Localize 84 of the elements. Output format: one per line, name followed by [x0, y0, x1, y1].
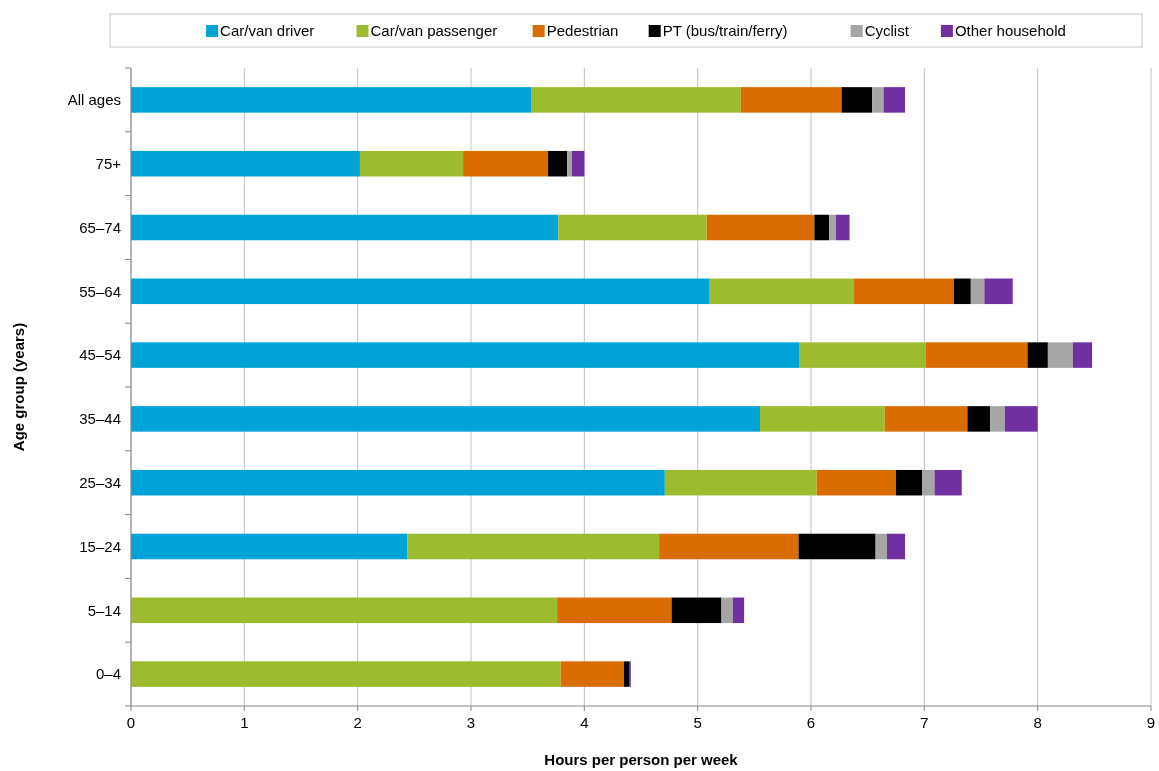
bar [557, 597, 672, 624]
bar [548, 150, 568, 177]
y-tick-label: 55–64 [79, 282, 121, 300]
x-tick-label: 5 [693, 714, 702, 731]
legend-label: Other household [954, 22, 1066, 40]
bar [706, 214, 815, 241]
x-tick-label: 9 [1146, 714, 1156, 731]
bar [984, 278, 1013, 305]
bar [922, 469, 935, 496]
bar [531, 87, 741, 113]
y-tick-label: 5–14 [87, 601, 121, 619]
bar [953, 278, 971, 305]
y-tick-label: 75+ [95, 154, 122, 172]
bar [571, 150, 585, 177]
legend-label: Car/van driver [220, 22, 315, 40]
bar [1027, 342, 1048, 368]
bar [1072, 342, 1093, 368]
y-axis-title: Age group (years) [10, 322, 27, 452]
bar [463, 150, 549, 177]
legend-label: Cyclist [864, 22, 910, 40]
bar [925, 342, 1028, 368]
bar [732, 597, 745, 624]
bar [740, 87, 842, 113]
bar [721, 597, 733, 624]
bar [407, 533, 660, 560]
bar [883, 87, 906, 113]
bar [664, 469, 817, 496]
bar [567, 150, 572, 177]
bar [967, 406, 991, 432]
legend-label: Car/van passenger [370, 22, 498, 40]
y-tick-label: 35–44 [79, 410, 121, 428]
bar [816, 469, 896, 496]
y-tick-label: All ages [67, 91, 121, 109]
bar [872, 87, 884, 113]
bar [558, 214, 707, 241]
bar [798, 533, 876, 560]
bar [886, 533, 906, 560]
bar [359, 150, 464, 177]
bar [131, 597, 558, 624]
legend-label: Pedestrian [546, 22, 619, 40]
bar [841, 87, 873, 113]
bar [854, 278, 954, 305]
x-tick-label: 2 [353, 714, 362, 731]
bar [131, 87, 532, 113]
bar [709, 278, 855, 305]
bar [131, 406, 760, 432]
bar [131, 150, 360, 177]
y-tick-label: 0–4 [95, 665, 121, 683]
bar [884, 406, 968, 432]
bar [1004, 406, 1038, 432]
bar [671, 597, 722, 624]
bar [131, 214, 559, 241]
bar [896, 469, 923, 496]
y-tick-label: 65–74 [79, 218, 121, 236]
bar [990, 406, 1005, 432]
y-tick-label: 15–24 [79, 537, 121, 555]
x-tick-label: 0 [126, 714, 136, 731]
y-tick-label: 45–54 [79, 346, 121, 364]
bar [131, 469, 665, 496]
bar [131, 278, 709, 305]
bar [934, 469, 962, 496]
bar [799, 342, 926, 368]
bar [829, 214, 836, 241]
y-tick-label: 25–34 [79, 473, 121, 491]
x-tick-label: 4 [580, 714, 589, 731]
x-tick-label: 6 [806, 714, 816, 731]
x-tick-label: 7 [920, 714, 929, 731]
bar [760, 406, 885, 432]
x-tick-label: 8 [1033, 714, 1042, 731]
bar [875, 533, 887, 560]
bar [970, 278, 985, 305]
bar [560, 661, 624, 687]
x-tick-label: 3 [466, 714, 476, 731]
bar [131, 533, 408, 560]
bar [659, 533, 799, 560]
x-tick-label: 1 [240, 714, 249, 731]
bar [814, 214, 830, 241]
bar [131, 661, 561, 687]
legend-label: PT (bus/train/ferry) [662, 22, 788, 40]
bar [131, 342, 800, 368]
bar [624, 661, 630, 687]
x-axis-title: Hours per person per week [544, 751, 739, 768]
bar [835, 214, 850, 241]
bar [1047, 342, 1073, 368]
